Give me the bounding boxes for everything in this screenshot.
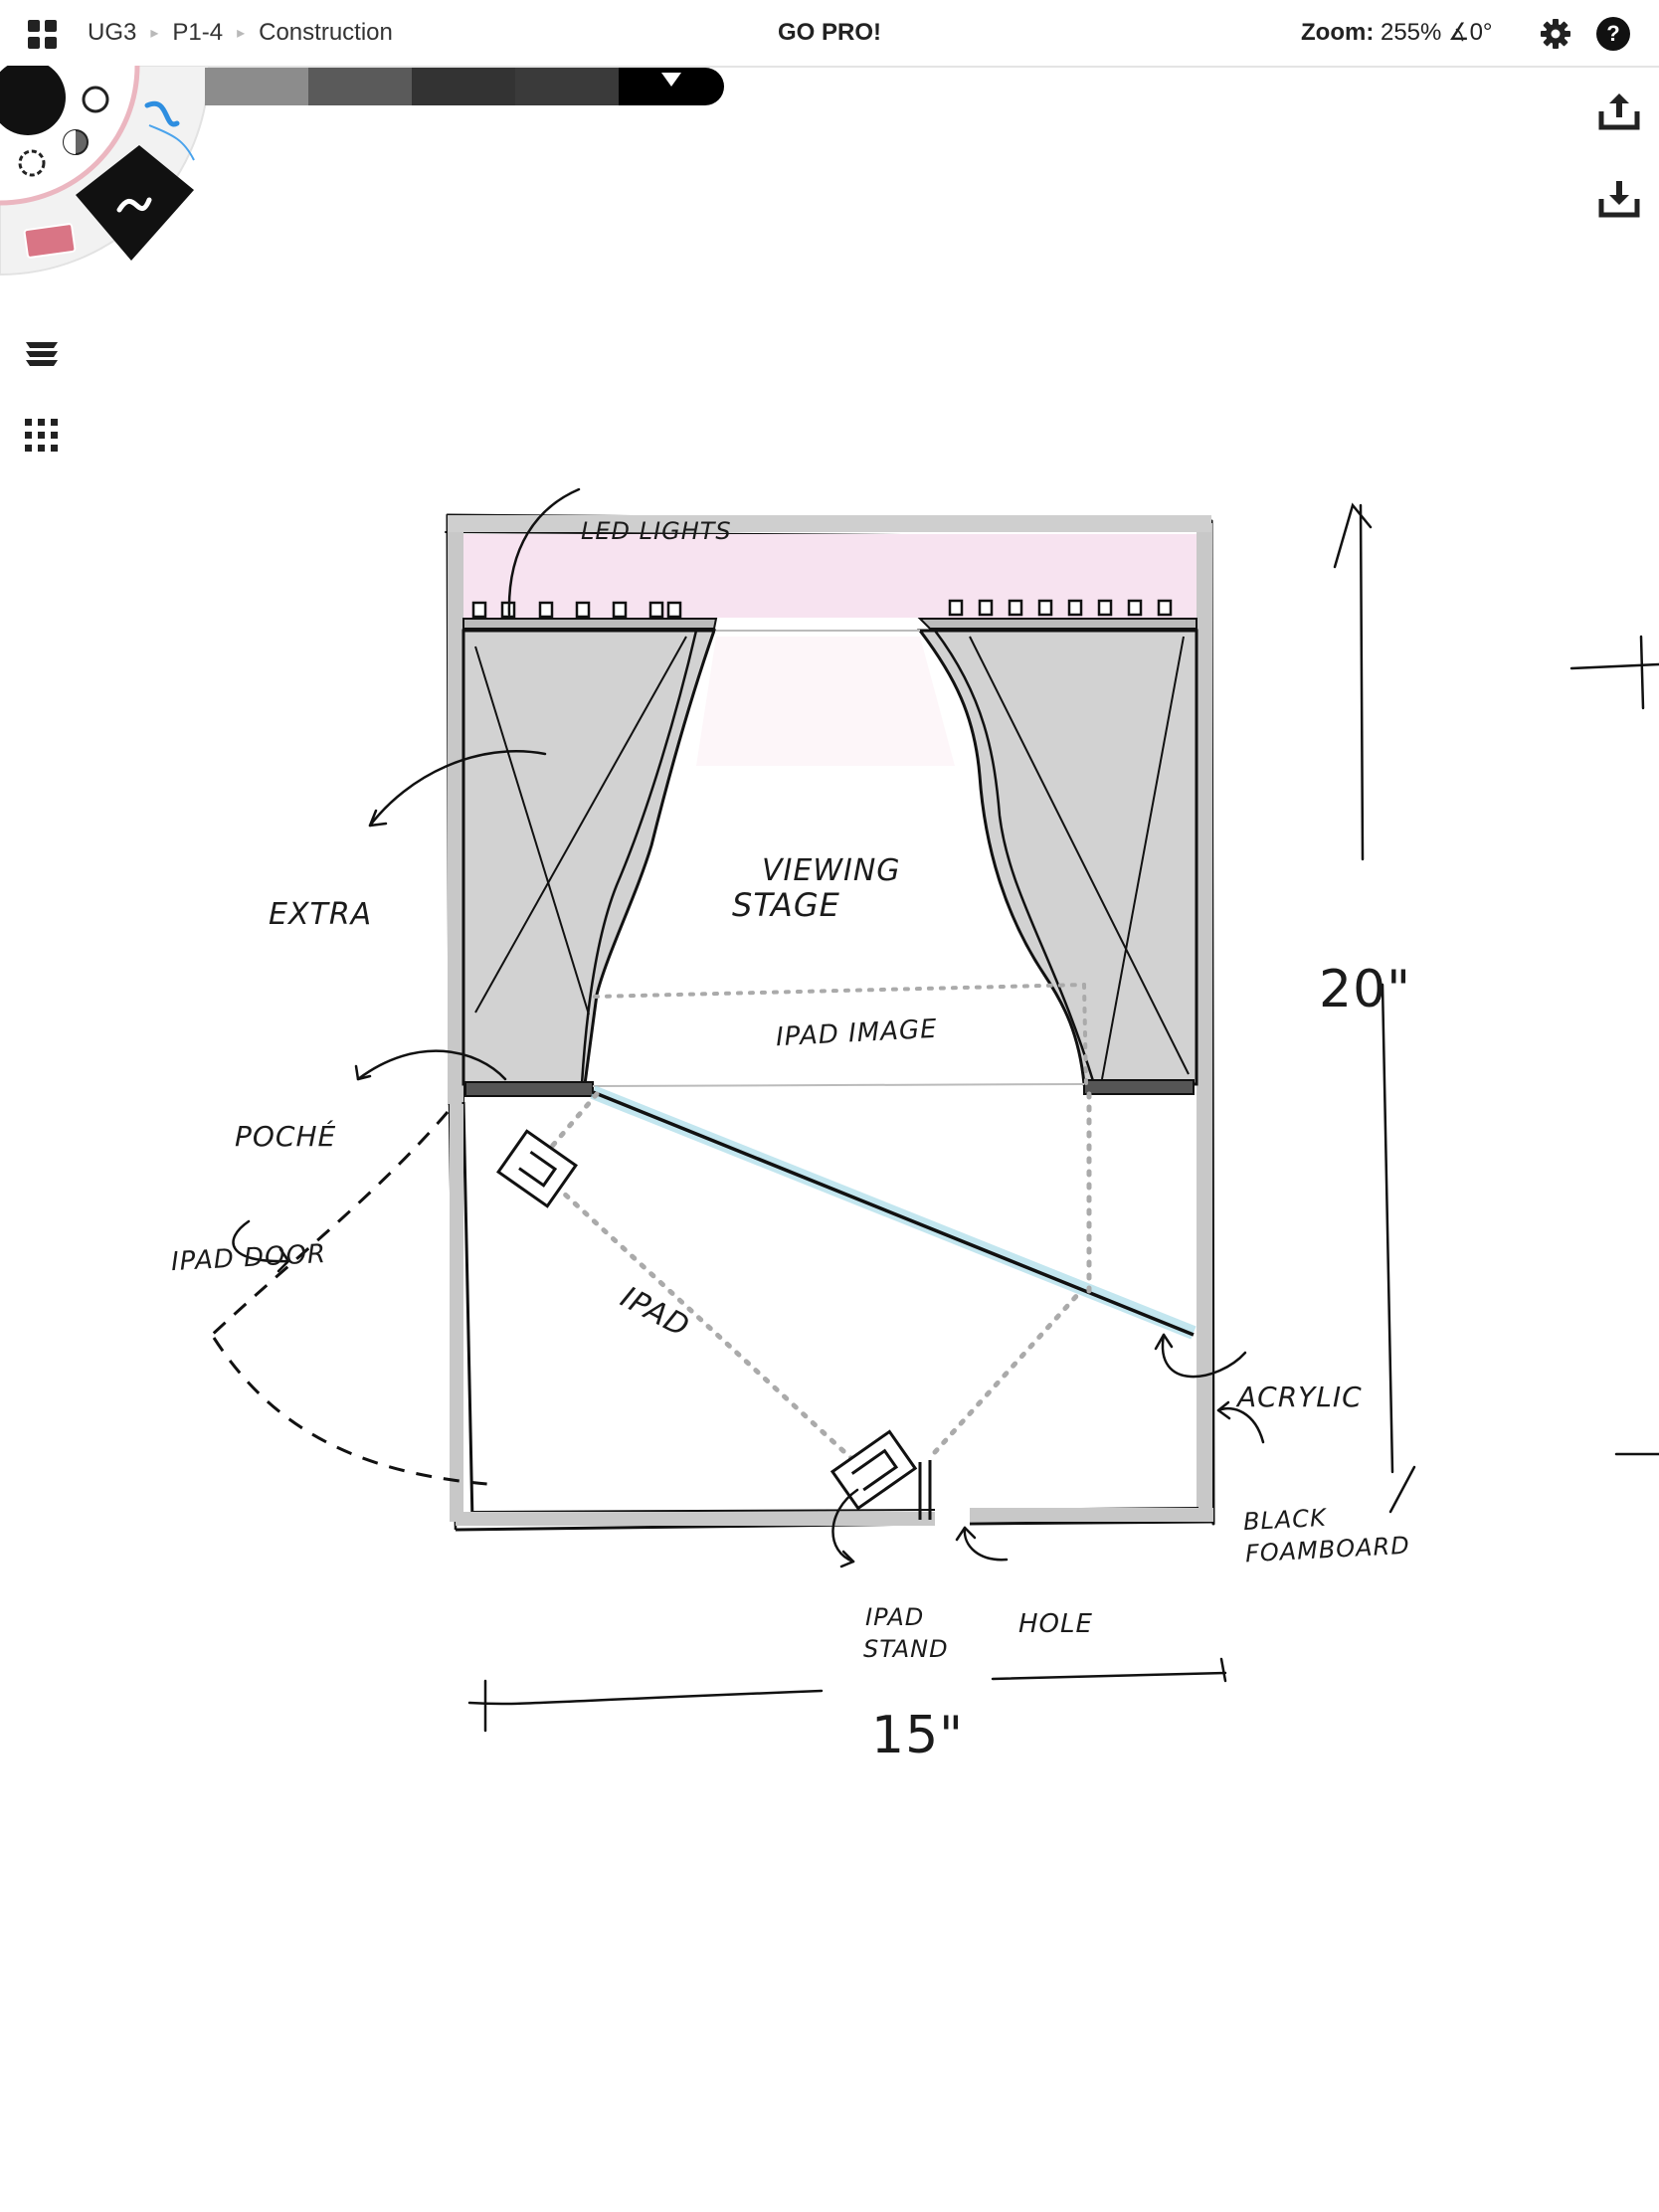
- promo-area: GO PRO!: [0, 0, 1659, 66]
- breadcrumb-item-construction[interactable]: Construction: [259, 19, 393, 46]
- label-acrylic: ACRYLIC: [1237, 1381, 1363, 1413]
- led-lights-left: [471, 601, 682, 619]
- label-ipad-stand-2: STAND: [863, 1635, 949, 1663]
- right-curtain: [916, 629, 1198, 1086]
- label-extra: EXTRA: [269, 897, 373, 932]
- upload-icon[interactable]: [1597, 90, 1641, 133]
- color-swatch-3[interactable]: [412, 68, 515, 105]
- ipad-door-arc: [207, 1111, 450, 1340]
- chevron-right-icon: ▸: [237, 25, 246, 42]
- breadcrumb: UG3 ▸ P1-4 ▸ Construction: [88, 0, 393, 66]
- top-toolbar: UG3 ▸ P1-4 ▸ Construction GO PRO! Zoom: …: [0, 0, 1659, 68]
- left-wall-fill: [448, 515, 463, 1104]
- brush-size-small-icon: [82, 86, 109, 113]
- led-strip-band: [463, 534, 1197, 618]
- zoom-label: Zoom:: [1301, 19, 1375, 46]
- go-pro-button[interactable]: GO PRO!: [777, 19, 881, 46]
- label-poche: POCHÉ: [235, 1120, 337, 1153]
- layers-icon[interactable]: [22, 332, 62, 372]
- label-black: BLACK: [1242, 1503, 1328, 1537]
- label-width-dim: 15": [871, 1706, 965, 1765]
- zoom-indicator[interactable]: Zoom: 255% ∡0°: [1301, 0, 1493, 66]
- sketch-drawing: [207, 487, 1659, 1733]
- download-icon[interactable]: [1597, 177, 1641, 221]
- gear-icon[interactable]: [1540, 18, 1571, 50]
- poche-left: [464, 1081, 594, 1097]
- ipad-stand-top: [495, 1129, 579, 1208]
- top-wall-fill: [448, 515, 1211, 532]
- poche-right: [1083, 1079, 1195, 1095]
- label-stage: STAGE: [732, 886, 840, 924]
- color-swatch-4[interactable]: [515, 68, 619, 105]
- label-viewing: VIEWING: [762, 853, 901, 888]
- tool-wheel[interactable]: [0, 66, 219, 284]
- grid-icon[interactable]: [22, 416, 62, 456]
- caret-down-icon: [661, 73, 681, 87]
- help-icon[interactable]: ?: [1596, 17, 1630, 51]
- color-swatch-1[interactable]: [205, 68, 308, 105]
- right-wall-fill: [1197, 523, 1212, 1518]
- label-height-dim: 20": [1319, 960, 1412, 1019]
- acrylic-sheet: [592, 1090, 1195, 1337]
- led-lights-right: [948, 599, 1173, 617]
- lasso-icon: [18, 149, 46, 177]
- ipad-stand-bottom: [830, 1429, 918, 1511]
- color-swatch-2[interactable]: [308, 68, 412, 105]
- drawing-canvas[interactable]: LED LIGHTS VIEWING STAGE EXTRA IPAD IMAG…: [0, 68, 1659, 2212]
- eraser-pink-icon: [23, 223, 77, 259]
- color-swatch-5[interactable]: [619, 68, 724, 105]
- ipad-image-line: [593, 983, 1086, 999]
- rotation-value: ∡0°: [1448, 19, 1493, 46]
- color-palette: [205, 68, 724, 105]
- breadcrumb-item-p1-4[interactable]: P1-4: [172, 19, 224, 46]
- left-curtain: [461, 629, 717, 1086]
- chevron-right-icon: ▸: [150, 25, 159, 42]
- zoom-value: 255%: [1380, 19, 1442, 46]
- label-hole: HOLE: [1018, 1609, 1093, 1639]
- brush-size-large-icon: [0, 66, 66, 135]
- label-led-lights: LED LIGHTS: [581, 517, 732, 545]
- label-ipad-stand-1: IPAD: [865, 1603, 925, 1631]
- breadcrumb-item-ug3[interactable]: UG3: [88, 19, 137, 46]
- apps-grid-icon[interactable]: [28, 20, 58, 50]
- pen-blue-icon: [144, 100, 180, 127]
